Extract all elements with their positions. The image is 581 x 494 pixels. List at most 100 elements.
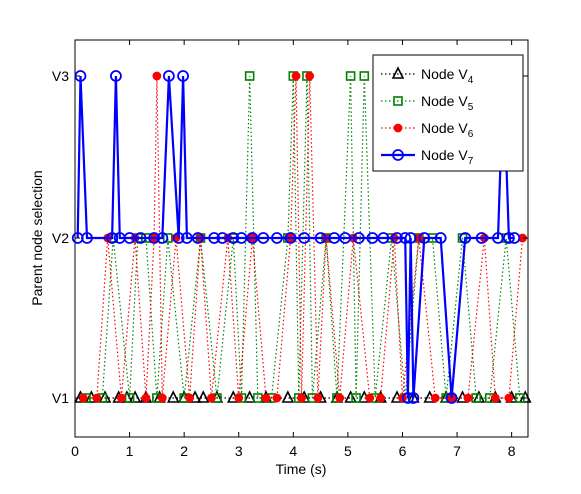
x-tick-label: 3 (235, 443, 243, 459)
legend-label-subscript: 7 (468, 156, 474, 167)
x-tick-label: 6 (399, 443, 407, 459)
data-point (123, 232, 136, 244)
data-point (110, 70, 122, 82)
data-point (459, 232, 472, 244)
legend-entry: Node V5 (381, 93, 474, 113)
legend-label: Node V7 (421, 147, 474, 167)
data-point (235, 232, 248, 244)
x-tick-label: 2 (180, 443, 188, 459)
data-point (391, 232, 403, 244)
data-point (359, 71, 370, 81)
data-point (339, 232, 352, 244)
data-point (166, 390, 180, 403)
legend-marker (392, 149, 404, 161)
data-point (185, 393, 195, 403)
x-axis-label: Time (s) (276, 461, 327, 477)
data-point (227, 232, 240, 244)
data-point (216, 232, 229, 244)
data-point (402, 392, 414, 404)
data-point (157, 393, 167, 403)
data-point (92, 393, 102, 403)
legend-label-subscript: 6 (468, 129, 474, 140)
data-point (445, 392, 458, 404)
series-line (76, 75, 515, 399)
series-line (83, 75, 524, 399)
legend-label: Node V5 (421, 93, 474, 113)
legend-label: Node V4 (421, 66, 474, 86)
series-7 (71, 70, 521, 404)
data-point (298, 232, 311, 244)
data-point (148, 232, 161, 244)
data-point (404, 232, 417, 244)
data-point (297, 393, 306, 403)
data-point (128, 390, 142, 403)
legend-label-subscript: 5 (468, 102, 474, 113)
data-point (407, 392, 420, 404)
y-tick-label: V1 (52, 390, 69, 406)
data-point (134, 232, 147, 244)
data-point (291, 71, 301, 81)
data-point (407, 390, 420, 403)
legend-marker (393, 123, 403, 133)
legend-label-base: Node V (421, 66, 468, 82)
data-point (234, 393, 244, 403)
data-point (351, 393, 361, 403)
data-point (180, 232, 193, 244)
data-point (463, 393, 473, 403)
data-point (191, 232, 204, 244)
y-tick-label: V3 (52, 68, 69, 84)
data-point (284, 232, 297, 244)
data-point (141, 393, 151, 403)
legend-label-base: Node V (421, 93, 468, 109)
x-tick-label: 5 (344, 443, 352, 459)
data-point (335, 393, 345, 403)
data-point (399, 232, 412, 244)
data-point (172, 232, 185, 244)
data-point (196, 390, 210, 403)
x-tick-label: 1 (126, 443, 134, 459)
data-point (305, 71, 315, 81)
data-point (81, 232, 93, 244)
data-point (377, 232, 390, 244)
data-point (430, 393, 440, 403)
data-point (313, 393, 323, 403)
x-tick-label: 4 (289, 443, 297, 459)
data-point (106, 232, 119, 244)
x-tick-label: 8 (508, 443, 516, 459)
data-point (177, 70, 189, 82)
data-point (257, 232, 270, 244)
data-point (418, 232, 431, 244)
data-point (162, 70, 175, 82)
data-point (504, 393, 514, 403)
data-point (328, 232, 341, 244)
data-point (376, 393, 386, 403)
data-point (352, 232, 365, 244)
data-point (261, 393, 271, 403)
legend-label-subscript: 4 (468, 75, 474, 86)
data-point (490, 393, 500, 403)
data-point (366, 232, 379, 244)
data-point (246, 232, 259, 244)
data-point (508, 232, 521, 244)
legend-entry: Node V4 (381, 66, 474, 86)
data-point (116, 393, 126, 403)
data-point (152, 71, 162, 81)
legend-label-base: Node V (421, 120, 468, 136)
data-point (281, 390, 295, 403)
data-point (492, 232, 504, 244)
data-point (345, 71, 356, 81)
data-point (272, 393, 282, 403)
data-point (344, 390, 357, 403)
legend-entry: Node V7 (381, 147, 474, 167)
legend-marker (393, 96, 403, 106)
data-point (314, 232, 327, 244)
x-tick-label: 7 (453, 443, 461, 459)
series-layer (71, 70, 532, 404)
y-tick-label: V2 (52, 230, 69, 246)
y-axis-label: Parent node selection (29, 170, 45, 305)
data-point (518, 390, 532, 403)
data-point (78, 393, 88, 403)
x-tick-label: 0 (71, 443, 79, 459)
